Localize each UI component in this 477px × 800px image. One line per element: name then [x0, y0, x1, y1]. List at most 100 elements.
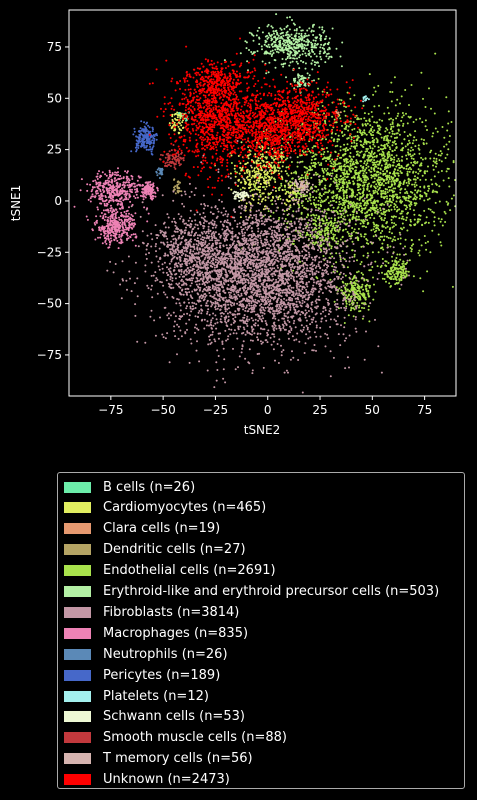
scatter-point: [323, 239, 326, 242]
scatter-point: [366, 193, 369, 196]
scatter-point: [374, 187, 377, 190]
scatter-point: [358, 287, 361, 290]
scatter-point: [174, 124, 177, 127]
scatter-point: [252, 195, 255, 198]
scatter-point: [386, 197, 389, 200]
scatter-point: [412, 148, 414, 151]
scatter-point: [288, 184, 291, 187]
scatter-point: [337, 276, 340, 278]
scatter-point: [261, 311, 264, 314]
scatter-point: [329, 154, 332, 156]
scatter-point: [417, 144, 420, 147]
scatter-point: [284, 264, 287, 267]
scatter-point: [294, 52, 297, 55]
scatter-point: [248, 308, 251, 310]
scatter-point: [277, 297, 280, 300]
scatter-point: [342, 176, 345, 179]
scatter-point: [353, 308, 356, 311]
scatter-point: [396, 275, 399, 278]
scatter-point: [351, 216, 354, 219]
scatter-point: [389, 172, 392, 175]
scatter-point: [290, 172, 293, 175]
scatter-point: [271, 157, 274, 159]
scatter-point: [355, 231, 358, 234]
scatter-point: [270, 55, 273, 57]
scatter-point: [326, 229, 328, 232]
scatter-point: [368, 151, 370, 154]
scatter-point: [283, 320, 286, 323]
scatter-point: [382, 248, 385, 251]
scatter-point: [173, 266, 176, 269]
scatter-point: [360, 210, 363, 213]
scatter-point: [300, 83, 302, 86]
scatter-point: [422, 97, 424, 100]
scatter-point: [308, 197, 311, 200]
scatter-point: [290, 286, 293, 289]
scatter-point: [240, 181, 243, 184]
scatter-point: [339, 344, 342, 347]
scatter-point: [388, 210, 391, 212]
scatter-point: [262, 177, 265, 180]
scatter-point: [362, 254, 365, 257]
scatter-point: [295, 217, 298, 220]
scatter-point: [380, 183, 383, 186]
scatter-point: [415, 184, 418, 187]
scatter-point: [209, 261, 212, 264]
scatter-point: [379, 171, 382, 174]
scatter-point: [391, 271, 394, 274]
scatter-point: [245, 170, 248, 173]
scatter-point: [223, 59, 226, 62]
scatter-point: [336, 185, 339, 188]
scatter-point: [336, 226, 339, 228]
scatter-point: [358, 178, 361, 181]
scatter-point: [359, 263, 362, 266]
scatter-point: [326, 167, 329, 170]
scatter-point: [432, 132, 435, 135]
scatter-point: [431, 191, 434, 194]
scatter-point: [369, 141, 372, 144]
scatter-point: [443, 136, 446, 139]
scatter-point: [296, 268, 299, 271]
scatter-point: [390, 154, 393, 157]
scatter-point: [271, 53, 274, 56]
scatter-point: [364, 141, 367, 144]
scatter-point: [399, 212, 402, 215]
scatter-point: [351, 278, 354, 281]
scatter-point: [181, 121, 184, 124]
scatter-point: [251, 189, 253, 191]
scatter-point: [255, 187, 257, 190]
scatter-point: [244, 333, 247, 336]
scatter-point: [250, 159, 253, 161]
scatter-point: [207, 343, 210, 346]
scatter-point: [341, 198, 344, 201]
scatter-point: [323, 151, 326, 153]
scatter-point: [335, 183, 338, 186]
scatter-point: [421, 174, 424, 177]
scatter-point: [267, 52, 270, 55]
scatter-point: [349, 164, 352, 167]
scatter-point: [324, 120, 327, 123]
scatter-point: [342, 154, 345, 157]
scatter-point: [424, 178, 427, 181]
scatter-point: [397, 260, 400, 263]
scatter-point: [360, 286, 363, 289]
scatter-point: [330, 217, 333, 220]
scatter-point: [146, 234, 149, 237]
scatter-point: [284, 188, 287, 191]
scatter-point: [291, 19, 293, 21]
scatter-point: [340, 292, 343, 295]
scatter-point: [285, 369, 288, 372]
scatter-point: [326, 157, 329, 160]
scatter-point: [373, 225, 376, 228]
scatter-point: [348, 168, 351, 171]
scatter-point: [395, 177, 398, 180]
scatter-point: [302, 176, 305, 179]
scatter-point: [254, 182, 257, 185]
scatter-point: [398, 253, 401, 256]
scatter-point: [384, 210, 387, 213]
scatter-point: [360, 293, 363, 296]
scatter-point: [274, 166, 277, 169]
scatter-point: [222, 347, 225, 350]
scatter-point: [451, 285, 454, 288]
scatter-point: [298, 252, 301, 255]
